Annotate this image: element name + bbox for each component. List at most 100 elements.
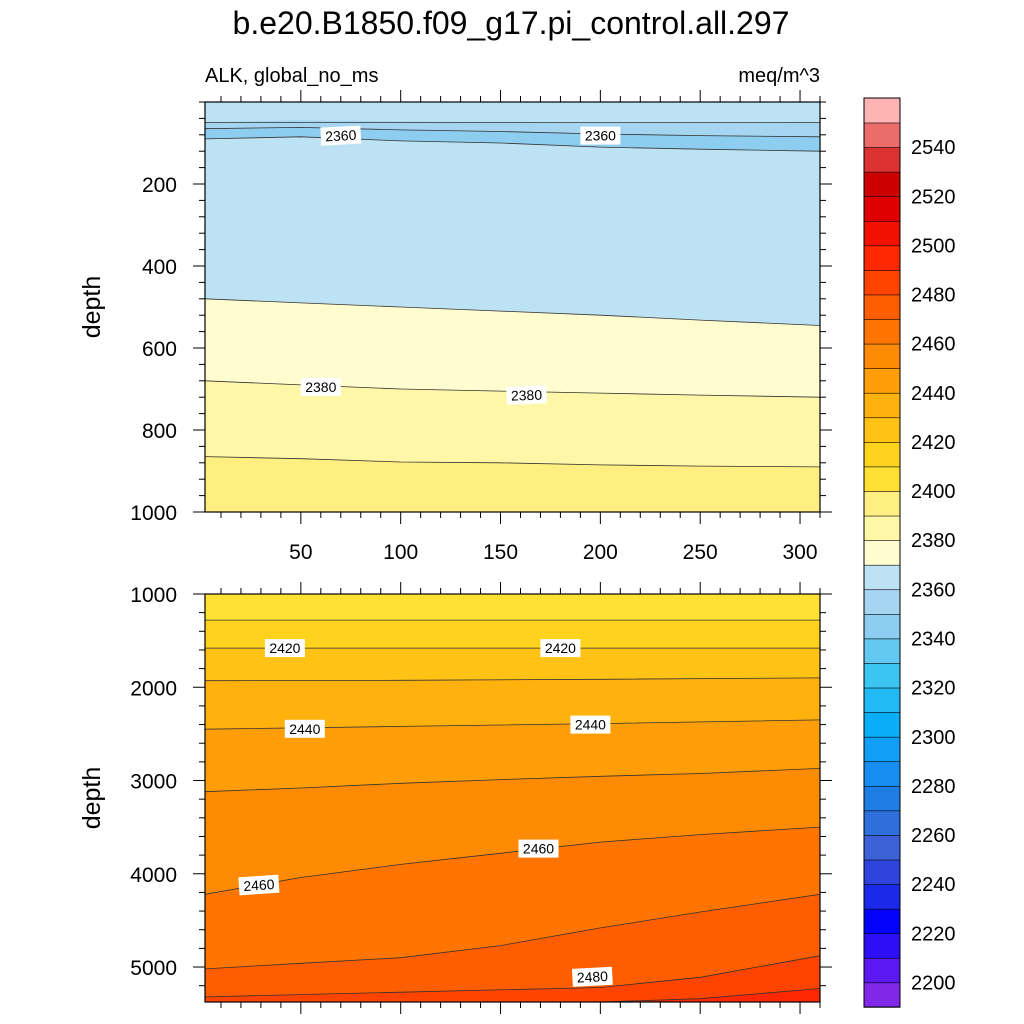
contour-line-lower-7 bbox=[205, 955, 820, 998]
colorbar-label-2340: 2340 bbox=[911, 628, 956, 650]
colorbar-label-2200: 2200 bbox=[911, 972, 956, 994]
colorbar-label-2480: 2480 bbox=[911, 285, 956, 307]
contour-label-lower-3: 2440 bbox=[570, 715, 611, 734]
x-tick-label-200: 200 bbox=[583, 541, 618, 564]
svg-text:2480: 2480 bbox=[576, 968, 608, 986]
svg-text:2420: 2420 bbox=[545, 640, 576, 656]
contour-label-upper-0: 2360 bbox=[320, 125, 362, 146]
colorbar-box-20 bbox=[863, 490, 901, 517]
colorbar-box-15 bbox=[863, 613, 901, 640]
svg-text:2360: 2360 bbox=[325, 127, 357, 145]
contour-line-lower-2 bbox=[205, 677, 820, 682]
y-axis-label-lower: depth bbox=[78, 767, 106, 830]
contour-label-lower-0: 2420 bbox=[264, 639, 305, 658]
x-tick-label-100: 100 bbox=[383, 541, 418, 564]
colorbar-label-2320: 2320 bbox=[911, 678, 956, 700]
colorbar-label-2540: 2540 bbox=[911, 137, 956, 159]
colorbar-box-0 bbox=[863, 982, 901, 1008]
colorbar-box-30 bbox=[863, 245, 901, 271]
contour-line-upper-3 bbox=[205, 298, 820, 326]
colorbar-box-26 bbox=[863, 343, 901, 369]
y-tick-label-lower-5000: 5000 bbox=[130, 957, 177, 980]
colorbar-box-22 bbox=[863, 441, 901, 468]
y-tick-label-upper-400: 400 bbox=[142, 256, 177, 279]
colorbar-label-2460: 2460 bbox=[911, 334, 956, 356]
upper-panel: 2360 2360 2380 2380 50 100 150 200 250 300 200 400 6… bbox=[78, 90, 832, 564]
y-tick-label-upper-800: 800 bbox=[142, 420, 177, 443]
colorbar-label-2500: 2500 bbox=[911, 235, 956, 257]
x-tick-label-250: 250 bbox=[683, 541, 718, 564]
colorbar-label-2400: 2400 bbox=[911, 481, 956, 503]
colorbar-box-28 bbox=[863, 294, 901, 320]
colorbar-box-4 bbox=[863, 883, 901, 910]
plot-frame-upper bbox=[204, 101, 821, 513]
y-tick-label-lower-2000: 2000 bbox=[130, 677, 177, 700]
colorbar-box-36 bbox=[863, 97, 901, 124]
colorbar-box-6 bbox=[863, 834, 901, 861]
x-tick-label-150: 150 bbox=[483, 541, 518, 564]
contour-label-lower-1: 2420 bbox=[540, 639, 581, 658]
colorbar-frame bbox=[863, 97, 901, 1008]
colorbar-box-8 bbox=[863, 785, 901, 812]
colorbar-box-10 bbox=[863, 736, 901, 763]
contour-line-upper-5 bbox=[205, 456, 820, 468]
contour-line-lower-8 bbox=[205, 988, 820, 1002]
colorbar-box-18 bbox=[863, 539, 901, 566]
contour-line-lower-5 bbox=[205, 826, 820, 895]
y-tick-label-lower-3000: 3000 bbox=[130, 771, 177, 794]
colorbar-label-2300: 2300 bbox=[911, 727, 956, 749]
colorbar-box-7 bbox=[863, 810, 901, 836]
colorbar-box-9 bbox=[863, 761, 901, 787]
colorbar-box-13 bbox=[863, 662, 901, 689]
contour-label-lower-6: 2480 bbox=[571, 966, 613, 987]
right-subtitle: meq/m^3 bbox=[738, 65, 820, 87]
colorbar-box-11 bbox=[863, 711, 901, 738]
colorbar-label-2520: 2520 bbox=[911, 186, 956, 208]
y-tick-label-upper-600: 600 bbox=[142, 338, 177, 361]
svg-text:2360: 2360 bbox=[585, 128, 616, 144]
contour-line-upper-1 bbox=[205, 126, 820, 138]
contour-label-lower-5: 2460 bbox=[518, 839, 559, 858]
svg-text:2460: 2460 bbox=[243, 876, 275, 894]
x-tick-label-50: 50 bbox=[289, 541, 312, 564]
y-tick-label-lower-1000: 1000 bbox=[130, 584, 177, 607]
y-tick-label-lower-4000: 4000 bbox=[130, 864, 177, 887]
svg-text:2460: 2460 bbox=[523, 841, 554, 857]
y-tick-label-upper-1000: 1000 bbox=[130, 502, 177, 525]
svg-text:2380: 2380 bbox=[511, 387, 543, 404]
colorbar: 2200 2220 2240 2260 2280 2300 2320 2340 2360 2380… bbox=[863, 97, 956, 1008]
colorbar-box-23 bbox=[863, 417, 901, 443]
colorbar-box-19 bbox=[863, 515, 901, 541]
contour-band-upper-3 bbox=[205, 136, 820, 326]
contour-label-upper-3: 2380 bbox=[506, 385, 547, 405]
colorbar-box-17 bbox=[863, 564, 901, 591]
x-tick-label-300: 300 bbox=[783, 541, 818, 564]
colorbar-box-33 bbox=[863, 171, 901, 197]
colorbar-label-2220: 2220 bbox=[911, 923, 956, 945]
svg-text:2440: 2440 bbox=[289, 721, 320, 737]
contour-label-upper-2: 2380 bbox=[300, 377, 341, 396]
contour-label-upper-1: 2360 bbox=[580, 126, 621, 145]
colorbar-box-35 bbox=[863, 122, 901, 148]
svg-text:2380: 2380 bbox=[305, 379, 336, 395]
colorbar-box-5 bbox=[863, 859, 901, 885]
colorbar-label-2240: 2240 bbox=[911, 874, 956, 896]
colorbar-box-32 bbox=[863, 195, 901, 222]
colorbar-label-2380: 2380 bbox=[911, 530, 956, 552]
contour-band-lower-0 bbox=[205, 594, 820, 621]
y-axis-label-upper: depth bbox=[78, 276, 106, 339]
contour-band-upper-0 bbox=[205, 102, 820, 123]
contour-line-lower-6 bbox=[205, 893, 820, 970]
colorbar-box-2 bbox=[863, 932, 901, 959]
colorbar-label-2260: 2260 bbox=[911, 825, 956, 847]
y-tick-label-upper-200: 200 bbox=[142, 174, 177, 197]
colorbar-box-29 bbox=[863, 269, 901, 296]
contour-label-lower-2: 2440 bbox=[284, 719, 325, 738]
colorbar-box-31 bbox=[863, 220, 901, 247]
colorbar-box-21 bbox=[863, 466, 901, 492]
contour-line-lower-4 bbox=[205, 768, 820, 793]
colorbar-box-12 bbox=[863, 687, 901, 713]
svg-text:2420: 2420 bbox=[269, 640, 300, 656]
chart-title: b.e20.B1850.f09_g17.pi_control.all.297 bbox=[233, 5, 790, 41]
colorbar-label-2360: 2360 bbox=[911, 579, 956, 601]
